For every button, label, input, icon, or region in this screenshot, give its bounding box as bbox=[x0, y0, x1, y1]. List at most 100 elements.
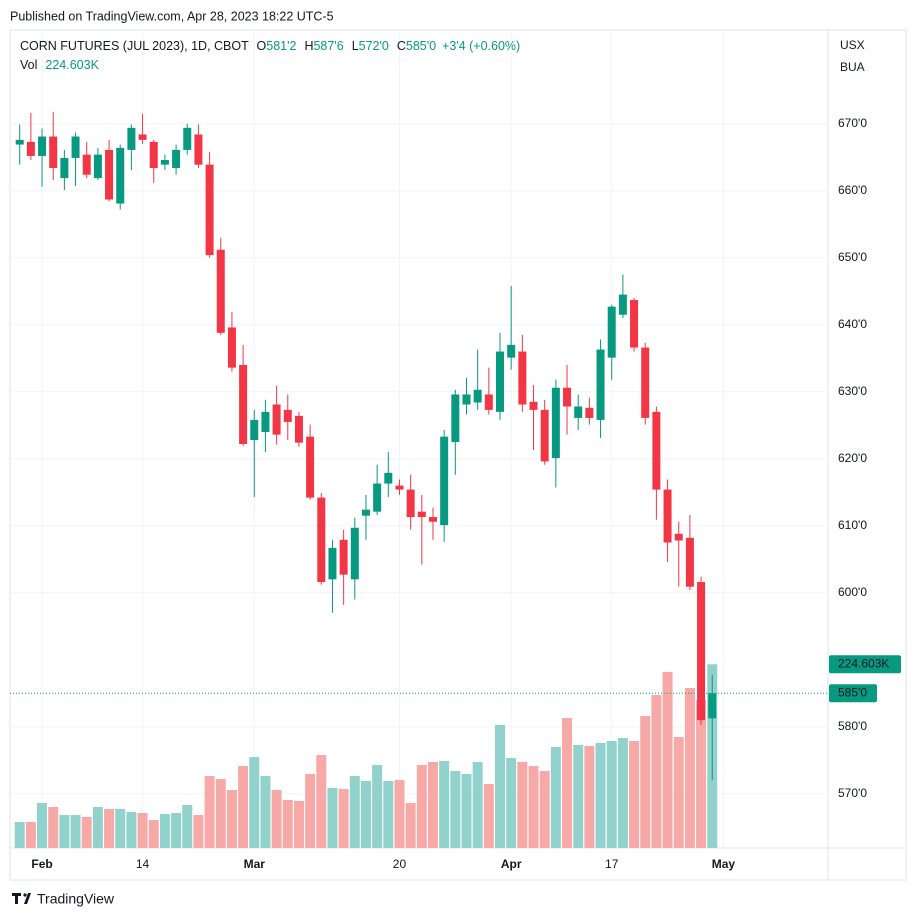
candle-body bbox=[585, 407, 594, 418]
candle-body bbox=[417, 511, 426, 518]
volume-bar bbox=[25, 821, 36, 848]
volume-bar bbox=[550, 746, 561, 848]
volume-bar bbox=[662, 671, 673, 848]
candle-body bbox=[574, 406, 583, 418]
volume-bar bbox=[137, 812, 148, 848]
candle-body bbox=[183, 127, 192, 150]
volume-bar bbox=[673, 736, 684, 848]
volume-bar bbox=[573, 745, 584, 848]
y-tick-label: 610'0 bbox=[838, 518, 867, 532]
y-tick-label: 570'0 bbox=[838, 786, 867, 800]
candle-body bbox=[127, 127, 136, 150]
y-tick-label: 670'0 bbox=[838, 116, 867, 130]
y-tick-label: 650'0 bbox=[838, 250, 867, 264]
volume-label: 224.603K bbox=[838, 656, 889, 670]
volume-bar bbox=[383, 781, 394, 848]
y-tick-label: 630'0 bbox=[838, 384, 867, 398]
y-tick-label: 620'0 bbox=[838, 451, 867, 465]
candle-body bbox=[607, 306, 616, 358]
volume-bar bbox=[37, 803, 48, 848]
candle-body bbox=[596, 349, 605, 420]
volume-bar bbox=[483, 784, 494, 848]
candle-body bbox=[462, 394, 471, 405]
volume-bar bbox=[461, 773, 472, 848]
volume-bar bbox=[238, 766, 249, 848]
volume-bar bbox=[204, 776, 215, 848]
last-price-box bbox=[829, 684, 877, 703]
volume-bar bbox=[249, 757, 260, 848]
candle-body bbox=[15, 139, 24, 145]
volume-bar bbox=[696, 700, 707, 848]
candle-body bbox=[641, 347, 650, 418]
candle-body bbox=[384, 472, 393, 484]
candle-body bbox=[451, 394, 460, 443]
volume-bar bbox=[282, 799, 293, 848]
legend-key: H bbox=[304, 39, 313, 53]
x-tick-label: 17 bbox=[605, 857, 619, 871]
candle-body bbox=[149, 141, 158, 169]
candle-body bbox=[685, 537, 694, 587]
legend-change: +3'4 (+0.60%) bbox=[442, 39, 520, 53]
y-tick-label: 600'0 bbox=[838, 585, 867, 599]
volume-bar bbox=[539, 771, 550, 848]
candle-body bbox=[93, 154, 102, 179]
x-tick-label: 20 bbox=[393, 857, 407, 871]
candle-body bbox=[194, 134, 203, 165]
volume-bar bbox=[59, 815, 70, 848]
volume-label-box bbox=[829, 655, 901, 674]
volume-bar bbox=[226, 790, 237, 848]
chart-frame bbox=[9, 29, 907, 881]
candle-body bbox=[294, 415, 303, 443]
volume-bar bbox=[405, 803, 416, 848]
volume-bar bbox=[81, 816, 92, 848]
volume-legend: Vol 224.603K bbox=[20, 58, 100, 72]
volume-bar bbox=[159, 813, 170, 848]
candle-body bbox=[518, 351, 527, 405]
volume-bar bbox=[305, 773, 316, 848]
volume-bar bbox=[148, 820, 159, 848]
volume-bar bbox=[126, 812, 137, 848]
volume-bar bbox=[472, 762, 483, 848]
volume-bar bbox=[70, 815, 81, 848]
volume-bar bbox=[517, 762, 528, 848]
candle-body bbox=[630, 299, 639, 348]
volume-bar bbox=[327, 787, 338, 848]
candle-body bbox=[71, 136, 80, 158]
volume-bar bbox=[271, 790, 282, 848]
candle-body bbox=[105, 149, 114, 200]
candle-body bbox=[138, 134, 147, 140]
x-tick-label: Feb bbox=[31, 857, 52, 871]
volume-bar bbox=[349, 776, 360, 848]
volume-bar bbox=[115, 808, 126, 848]
candle-body bbox=[440, 436, 449, 526]
candle-body bbox=[652, 411, 661, 490]
volume-bar bbox=[416, 764, 427, 848]
candle-body bbox=[496, 351, 505, 412]
x-tick-label: Apr bbox=[501, 857, 522, 871]
volume-bar bbox=[684, 687, 695, 848]
candle-body bbox=[261, 411, 270, 432]
candle-body bbox=[540, 409, 549, 462]
candle-body bbox=[239, 364, 248, 445]
volume-bar bbox=[293, 800, 304, 848]
legend-value: 587'6 bbox=[313, 39, 343, 53]
candle-body bbox=[328, 547, 337, 580]
volume-bar bbox=[606, 741, 617, 848]
unit: BUA bbox=[840, 60, 865, 74]
volume-title: Vol bbox=[20, 58, 37, 72]
footer-brand: TradingView bbox=[37, 891, 115, 907]
volume-bar bbox=[450, 771, 461, 848]
volume-value: 224.603K bbox=[45, 58, 99, 72]
volume-bar bbox=[394, 780, 405, 848]
candle-body bbox=[484, 394, 493, 410]
candle-body bbox=[708, 693, 717, 719]
candle-body bbox=[618, 294, 627, 315]
candle-body bbox=[216, 249, 225, 333]
volume-bar bbox=[193, 815, 204, 848]
candle-body bbox=[507, 344, 516, 358]
candle-body bbox=[306, 436, 315, 498]
candle-body bbox=[361, 509, 370, 516]
candle-body bbox=[350, 527, 359, 580]
volume-bar bbox=[651, 695, 662, 848]
axes: 570'0 580'0 600'0 610'0 620'0 630'0 640'0 650'0… bbox=[10, 116, 901, 871]
